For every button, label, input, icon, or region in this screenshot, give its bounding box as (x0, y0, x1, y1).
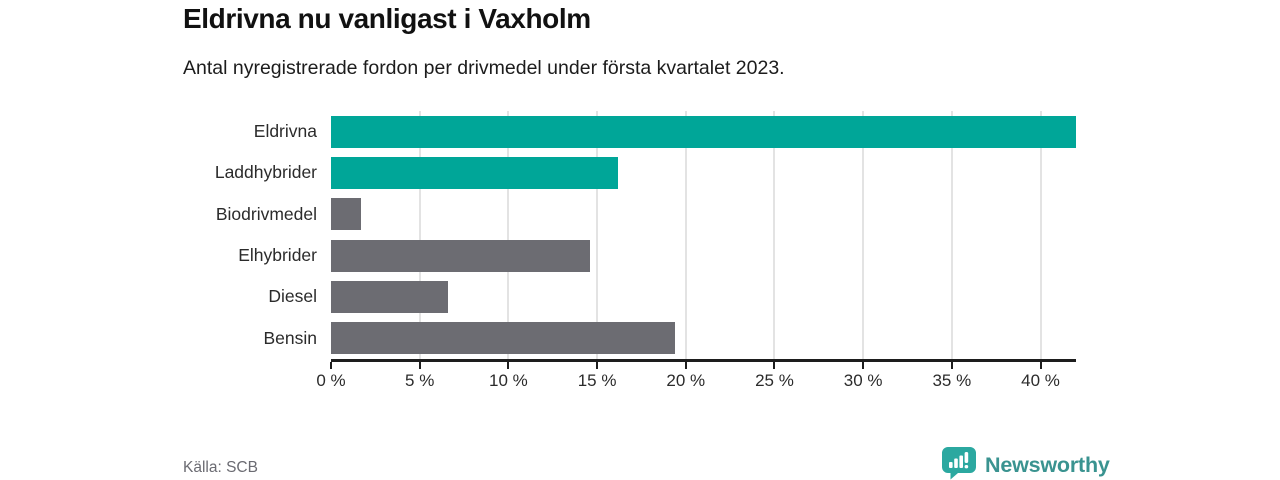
bar-rows: Eldrivna Laddhybrider Biodrivmedel Elhybrid… (215, 111, 1076, 359)
x-tick-mark (1039, 362, 1042, 369)
x-tick-label: 0 % (316, 371, 346, 390)
x-tick-mark (418, 362, 421, 369)
category-label-diesel: Diesel (268, 286, 317, 307)
chart-title: Eldrivna nu vanligast i Vaxholm (183, 3, 591, 34)
bar-laddhybrider (331, 156, 619, 189)
category-label-elhybrider: Elhybrider (238, 245, 317, 266)
bar-eldrivna (331, 115, 1076, 148)
x-tick-mark (507, 362, 510, 369)
x-tick-mark (862, 362, 865, 369)
gridline (950, 111, 953, 359)
gridline (507, 111, 510, 359)
x-tick-label: 25 % (755, 371, 794, 390)
x-tick-mark (773, 362, 776, 369)
x-tick-mark (684, 362, 687, 369)
bar-row: Laddhybrider (215, 152, 1076, 193)
gridline (1039, 111, 1042, 359)
bar-bensin (331, 322, 676, 355)
bar-row: Biodrivmedel (216, 194, 1076, 235)
bar-diesel (331, 280, 449, 313)
bar-elhybrider (331, 239, 590, 272)
bar-biodrivmedel (331, 198, 362, 231)
x-tick-mark (950, 362, 953, 369)
newsworthy-icon (941, 446, 977, 480)
gridline (418, 111, 421, 359)
gridline (862, 111, 865, 359)
category-label-bensin: Bensin (263, 327, 317, 348)
brand-logo: Newsworthy (941, 446, 1110, 480)
x-tick-mark (330, 362, 332, 369)
plot-area: Eldrivna Laddhybrider Biodrivmedel Elhybrid… (215, 111, 1076, 390)
brand-name: Newsworthy (985, 453, 1110, 477)
x-tick-label: 5 % (405, 371, 435, 390)
x-tick-label: 10 % (489, 371, 528, 390)
x-tick-label: 15 % (577, 371, 617, 390)
bar-row: Diesel (268, 276, 1076, 317)
x-tick-label: 40 % (1021, 371, 1060, 390)
x-tick-mark (596, 362, 599, 369)
bar-row: Elhybrider (238, 235, 1076, 276)
category-label-eldrivna: Eldrivna (253, 121, 317, 142)
source-note: Källa: SCB (183, 459, 258, 476)
gridline (596, 111, 599, 359)
category-label-laddhybrider: Laddhybrider (214, 162, 317, 183)
x-tick-label: 20 % (666, 371, 706, 390)
gridline (684, 111, 687, 359)
gridlines (331, 111, 1076, 359)
chart-subtitle: Antal nyregistrerade fordon per drivmede… (183, 57, 785, 79)
x-axis: 0 % 5 % 10 % 15 % 20 % 25 % 30 % 35 % 40 % (316, 359, 1076, 399)
bar-row: Eldrivna (254, 111, 1076, 152)
x-tick-label: 30 % (843, 371, 883, 390)
bar-row: Bensin (263, 318, 1076, 359)
category-label-biodrivmedel: Biodrivmedel (215, 203, 317, 224)
gridline (773, 111, 776, 359)
x-tick-label: 35 % (932, 371, 972, 390)
